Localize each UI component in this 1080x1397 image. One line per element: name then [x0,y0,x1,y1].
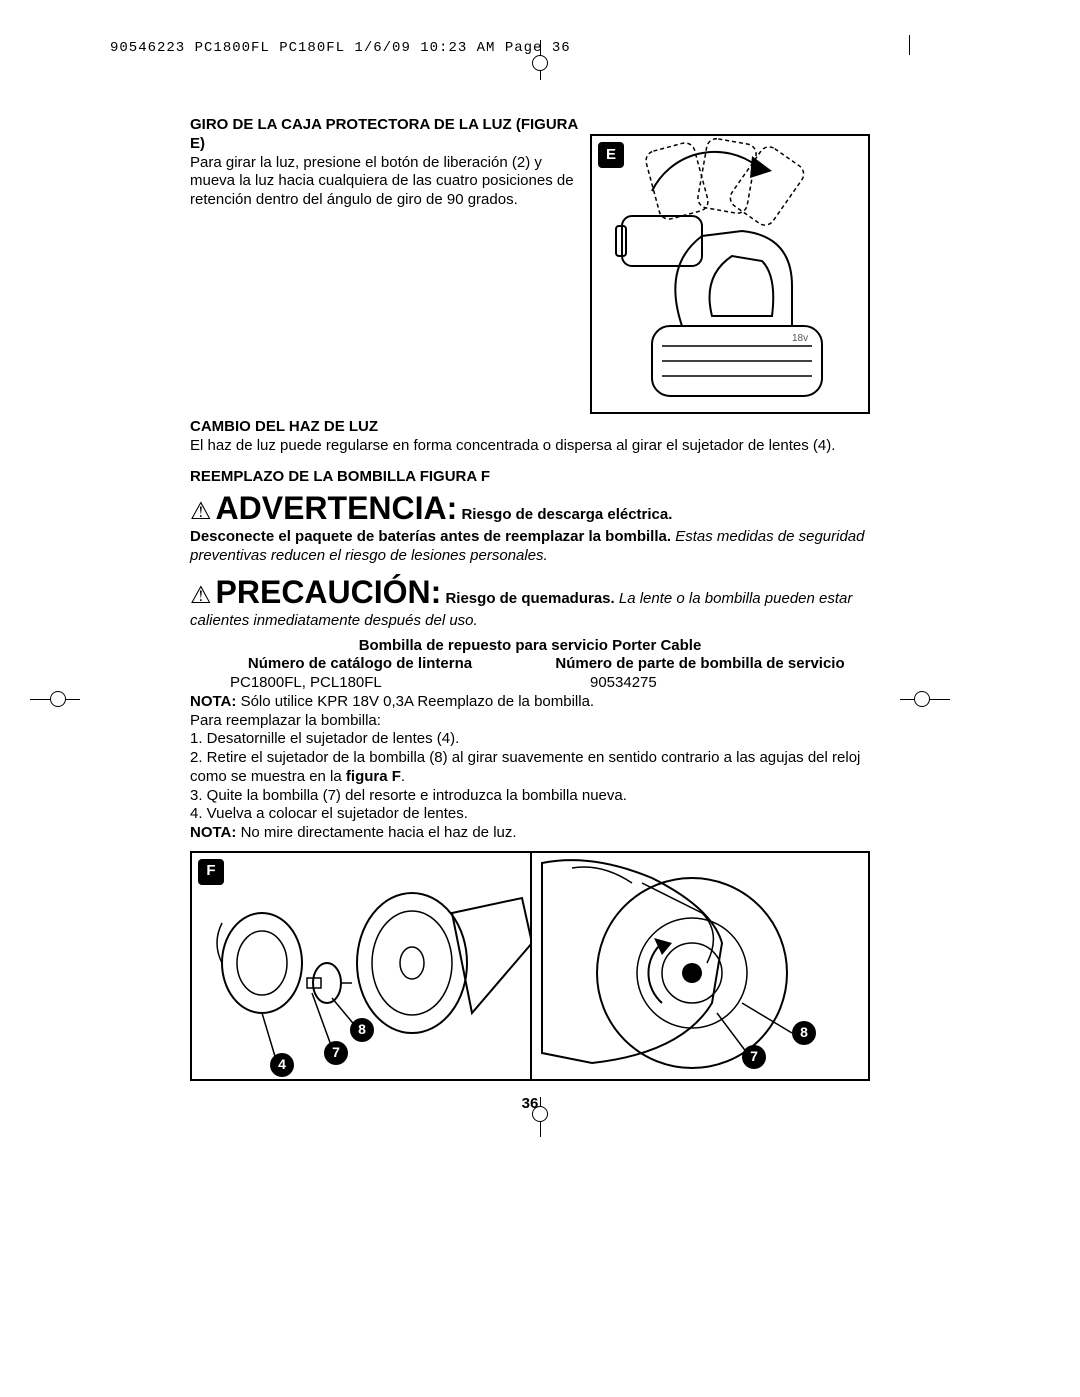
caution-icon: ⚠ [190,582,212,609]
step3: 3. Quite la bombilla (7) del resorte e i… [190,787,870,806]
step2c: . [401,768,405,785]
content: E 18v [190,116,870,1114]
caution-block: ⚠PRECAUCIÓN: Riesgo de quemaduras. La le… [190,572,870,631]
step2a: 2. Retire el sujetador de la bombilla (8… [190,749,860,785]
figure-badge-e: E [598,142,624,168]
svg-text:18v: 18v [792,333,808,344]
heading-reemplazo: REEMPLAZO DE LA BOMBILLA FIGURA F [190,468,870,487]
figure-e-svg: 18v [592,136,872,416]
step2b: figura F [346,768,401,785]
bulb-table: Bombilla de repuesto para servicio Porte… [190,637,870,693]
print-header: 90546223 PC1800FL PC180FL 1/6/09 10:23 A… [110,40,950,56]
step4: 4. Vuelva a colocar el sujetador de lent… [190,805,870,824]
heading-cambio: CAMBIO DEL HAZ DE LUZ [190,418,870,437]
header-text: 90546223 PC1800FL PC180FL 1/6/09 10:23 A… [110,40,571,56]
caution-risk: Riesgo de quemaduras. [445,590,614,607]
para-reemplazar: Para reemplazar la bombilla: [190,712,870,731]
warning-word: ADVERTENCIA: [216,488,458,528]
nota2: NOTA: No mire directamente hacia el haz … [190,824,870,843]
figure-e: E 18v [590,134,870,414]
figure-f: F [190,851,870,1081]
caution-word: PRECAUCIÓN: [216,572,442,612]
warning-block: ⚠ADVERTENCIA: Riesgo de descarga eléctri… [190,488,870,528]
step2: 2. Retire el sujetador de la bombilla (8… [190,749,870,787]
body-cambio: El haz de luz puede regularse en forma c… [190,437,870,456]
table-col1-head: Número de catálogo de linterna [190,655,530,674]
warning-icon: ⚠ [190,498,212,525]
warning-line1: Desconecte el paquete de baterías antes … [190,528,870,566]
warning-risk: Riesgo de descarga eléctrica. [461,506,672,523]
nota1-label: NOTA: [190,693,236,710]
figure-f-left-svg [192,853,532,1083]
figure-f-right-svg [532,853,872,1083]
header-rule [909,35,910,55]
section-giro: E 18v [190,116,870,414]
page: 90546223 PC1800FL PC180FL 1/6/09 10:23 A… [50,0,1010,1397]
nota2-label: NOTA: [190,824,236,841]
table-col1-val: PC1800FL, PCL180FL [190,674,510,693]
nota2-text: No mire directamente hacia el haz de luz… [241,824,517,841]
callout-7r: 7 [742,1045,766,1069]
step1: 1. Desatornille el sujetador de lentes (… [190,730,870,749]
nota1-text: Sólo utilice KPR 18V 0,3A Reemplazo de l… [241,693,595,710]
callout-8: 8 [350,1018,374,1042]
table-col2-val: 90534275 [510,674,870,693]
nota1: NOTA: Sólo utilice KPR 18V 0,3A Reemplaz… [190,693,870,712]
table-col2-head: Número de parte de bombilla de servicio [530,655,870,674]
table-header: Bombilla de repuesto para servicio Porte… [190,637,870,656]
callout-8r: 8 [792,1021,816,1045]
callout-4: 4 [270,1053,294,1077]
warning-bold: Desconecte el paquete de baterías antes … [190,528,671,545]
page-number: 36 [190,1095,870,1114]
callout-7: 7 [324,1041,348,1065]
